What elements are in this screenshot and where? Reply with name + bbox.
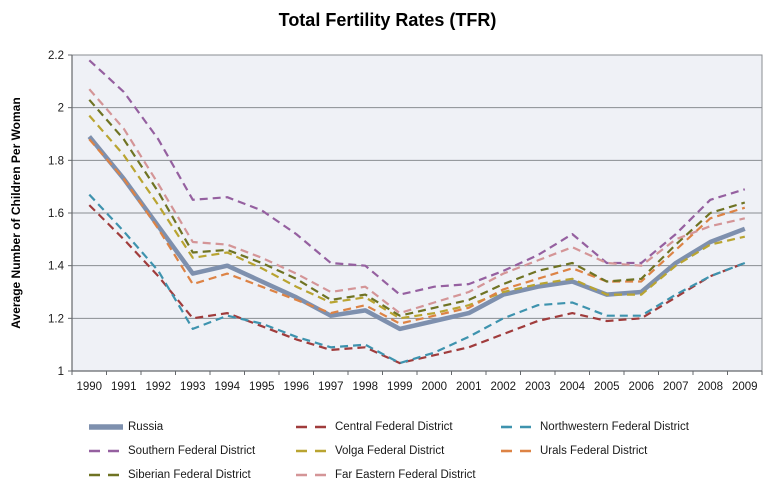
y-tick-label: 1.8 (48, 155, 64, 167)
legend-swatch-southern-federal-district (89, 449, 123, 453)
legend-label-southern-federal-district: Southern Federal District (128, 445, 256, 457)
x-tick-label: 1998 (352, 381, 378, 393)
x-tick-label: 2001 (456, 381, 482, 393)
x-tick-label: 1997 (318, 381, 344, 393)
legend-item-volga-federal-district: Volga Federal District (295, 445, 444, 457)
x-tick-label: 2006 (628, 381, 654, 393)
legend-label-volga-federal-district: Volga Federal District (335, 445, 445, 457)
legend-item-northwestern-federal-district: Northwestern Federal District (500, 421, 689, 433)
legend-swatch-far-eastern-federal-district (296, 473, 330, 477)
legend-item-central-federal-district: Central Federal District (295, 421, 453, 433)
x-tick-label: 2003 (525, 381, 551, 393)
y-tick-label: 1 (58, 366, 64, 378)
legend-swatch-northwestern-federal-district (501, 425, 535, 429)
x-tick-label: 1992 (145, 381, 171, 393)
plot-area: 1 1.2 1.4 1.6 1.8 2 2.2 1990 1991 1992 1993 1994 199… (48, 50, 763, 393)
legend: Russia Central Federal District Northweste… (0, 408, 775, 496)
x-tick-label: 1994 (214, 381, 240, 393)
series-line-volga-federal-district (88, 114, 746, 320)
legend-item-urals-federal-district: Urals Federal District (500, 445, 647, 457)
legend-label-urals-federal-district: Urals Federal District (540, 445, 648, 457)
x-tick-label: 1990 (76, 381, 102, 393)
legend-label-russia: Russia (128, 421, 164, 433)
legend-item-siberian-federal-district: Siberian Federal District (88, 469, 251, 481)
legend-swatch-siberian-federal-district (89, 473, 123, 477)
x-tick-label: 1993 (180, 381, 206, 393)
legend-item-russia: Russia (88, 421, 163, 433)
x-tick-label: 2000 (421, 381, 447, 393)
legend-label-far-eastern-federal-district: Far Eastern Federal District (335, 469, 476, 481)
x-tick-label: 2007 (663, 381, 689, 393)
legend-swatch-russia (89, 424, 123, 430)
series-line-russia (87, 135, 746, 332)
legend-swatch-urals-federal-district (501, 449, 535, 453)
series-line-far-eastern-federal-district (88, 88, 746, 315)
x-tick-label: 2008 (697, 381, 723, 393)
x-tick-label: 2004 (559, 381, 585, 393)
x-tick-label: 2005 (594, 381, 620, 393)
series-line-northwestern-federal-district (88, 193, 746, 365)
y-tick-label: 1.4 (48, 261, 65, 273)
legend-swatch-volga-federal-district (296, 449, 330, 453)
legend-label-central-federal-district: Central Federal District (335, 421, 453, 433)
legend-item-far-eastern-federal-district: Far Eastern Federal District (295, 469, 476, 481)
legend-swatch-central-federal-district (296, 425, 330, 429)
y-tick-label: 2 (58, 103, 64, 115)
x-tick-label: 1995 (249, 381, 275, 393)
series-line-central-federal-district (88, 204, 746, 365)
legend-label-siberian-federal-district: Siberian Federal District (128, 469, 251, 481)
series-line-urals-federal-district (88, 138, 746, 325)
series-line-southern-federal-district (88, 59, 746, 296)
chart-title: Total Fertility Rates (TFR) (278, 10, 497, 30)
x-tick-label: 1991 (111, 381, 137, 393)
x-tick-label: 2002 (490, 381, 516, 393)
y-tick-label: 1.2 (48, 313, 64, 325)
x-tick-label: 2009 (732, 381, 758, 393)
x-tick-label: 1996 (283, 381, 309, 393)
x-tick-label: 1999 (387, 381, 413, 393)
y-tick-label: 1.6 (48, 208, 64, 220)
legend-label-northwestern-federal-district: Northwestern Federal District (540, 421, 689, 433)
legend-item-southern-federal-district: Southern Federal District (88, 445, 255, 457)
y-tick-label: 2.2 (48, 50, 64, 62)
